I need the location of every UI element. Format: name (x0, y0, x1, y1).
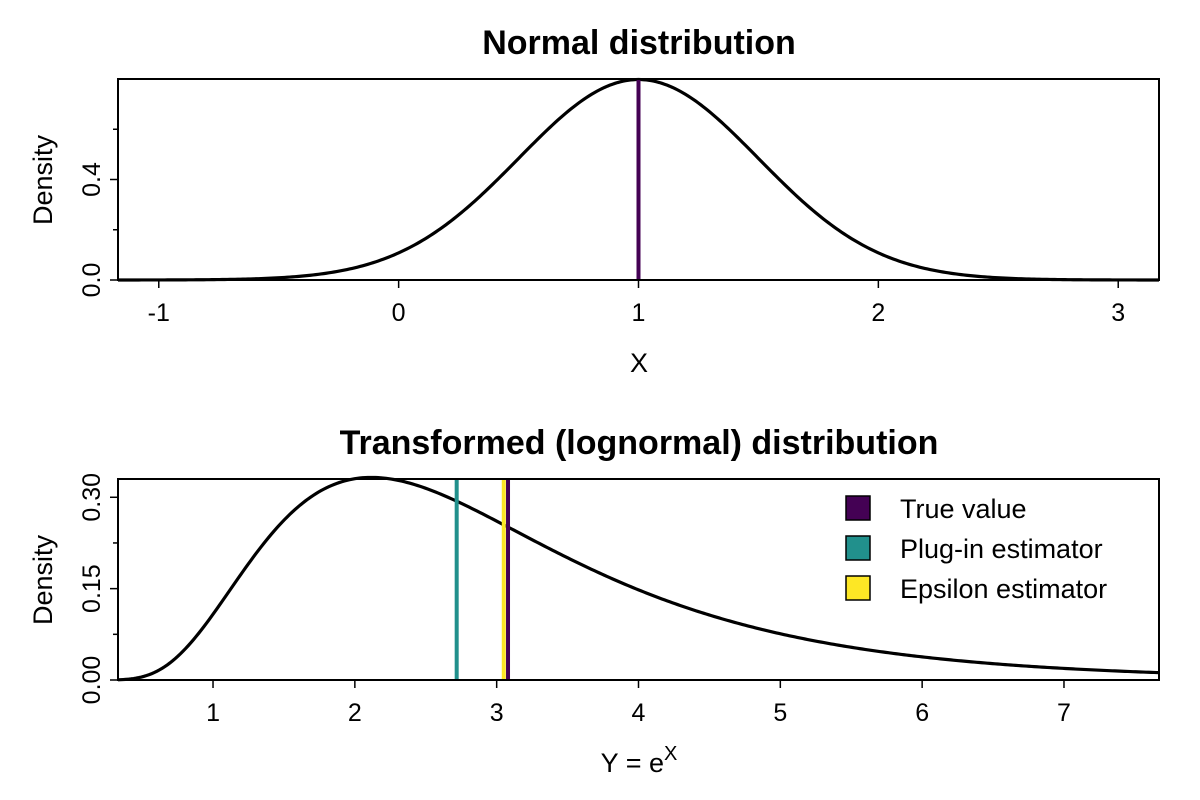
y-tick-label: 0.30 (78, 473, 106, 522)
x-tick-label: 2 (348, 699, 362, 727)
legend-swatch (845, 495, 871, 521)
x-axis-label: X (630, 348, 648, 378)
legend-label: True value (900, 494, 1027, 524)
x-tick-label: 2 (871, 299, 885, 327)
density-curves (117, 475, 1160, 682)
legend-label: Epsilon estimator (900, 574, 1107, 604)
x-axis-label: Y = eX (601, 743, 678, 778)
legend: True value Plug-in estimator Epsilon estim… (845, 494, 1107, 604)
x-tick-label: 0 (392, 299, 406, 327)
x-tick-label: 5 (773, 699, 787, 727)
y-tick-label: 0.00 (78, 656, 106, 705)
x-axis-label-base: Y = e (601, 748, 664, 778)
x-tick-label: 7 (1057, 699, 1071, 727)
legend-label: Plug-in estimator (900, 534, 1103, 564)
y-tick-label: 0.0 (78, 263, 106, 298)
x-tick-label: 4 (632, 699, 646, 727)
legend-swatch (845, 575, 871, 601)
x-tick-label: -1 (148, 299, 170, 327)
y-axis-label: Density (28, 134, 58, 225)
panel-title: Normal distribution (482, 24, 796, 62)
x-axis-label-superscript: X (664, 743, 677, 765)
legend-swatch (845, 535, 871, 561)
y-tick-label: 0.15 (78, 564, 106, 613)
panel-title: Transformed (lognormal) distribution (340, 424, 939, 462)
y-tick-label: 0.4 (78, 162, 106, 197)
x-tick-label: 1 (206, 699, 220, 727)
x-tick-label: 6 (915, 699, 929, 727)
axis-ticks: 1 2 3 4 5 6 7 0.00 0.15 0.30 (78, 473, 1071, 727)
x-tick-label: 1 (632, 299, 646, 327)
x-tick-label: 3 (1111, 299, 1125, 327)
normal-distribution-panel: Normal distribution Density X -1 0 1 2 3 0.0 0… (28, 24, 1160, 378)
y-axis-label: Density (28, 534, 58, 625)
plot-frame (117, 478, 1160, 681)
density-curve (117, 475, 1160, 682)
lognormal-distribution-panel: Transformed (lognormal) distribution Den… (28, 424, 1160, 778)
plot-frame (117, 78, 1160, 281)
axis-ticks: -1 0 1 2 3 0.0 0.4 (78, 128, 1125, 327)
reference-lines (454, 479, 511, 680)
x-tick-label: 3 (490, 699, 504, 727)
